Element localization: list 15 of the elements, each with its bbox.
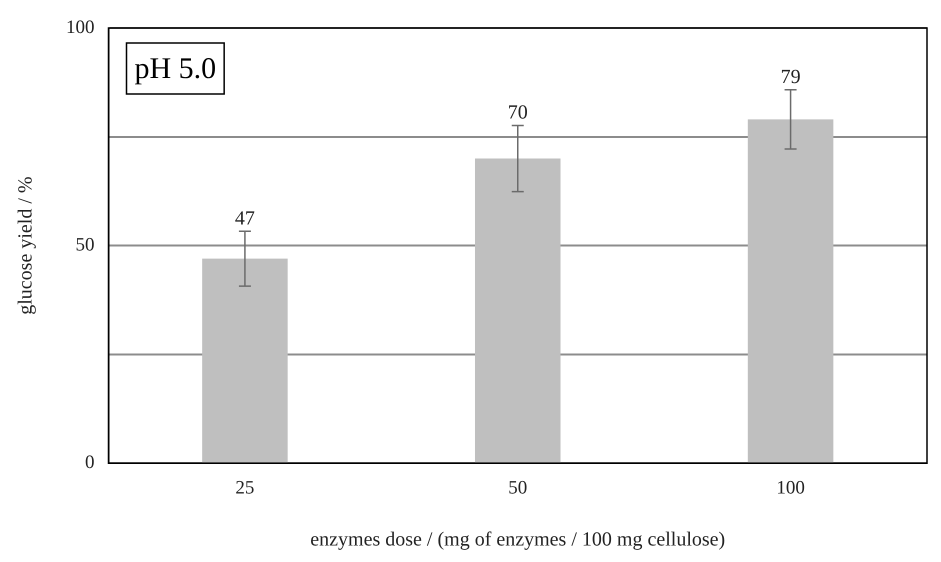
annotation: pH 5.0 bbox=[134, 52, 216, 85]
x-axis-title: enzymes dose / (mg of enzymes / 100 mg cellulose) bbox=[310, 528, 726, 550]
y-tick-label: 50 bbox=[76, 234, 94, 256]
data-label: 70 bbox=[508, 102, 528, 124]
y-axis-title: glucose yield / % bbox=[14, 176, 36, 315]
bar bbox=[748, 119, 834, 462]
y-tick-label: 0 bbox=[85, 452, 94, 474]
data-label: 79 bbox=[780, 66, 801, 88]
x-tick-label: 25 bbox=[235, 478, 254, 499]
x-tick-label: 100 bbox=[776, 478, 805, 499]
data-label: 47 bbox=[234, 207, 255, 230]
x-tick-label: 50 bbox=[508, 478, 528, 499]
bar bbox=[202, 258, 288, 462]
bar bbox=[474, 158, 561, 462]
y-tick-label: 100 bbox=[66, 16, 94, 38]
